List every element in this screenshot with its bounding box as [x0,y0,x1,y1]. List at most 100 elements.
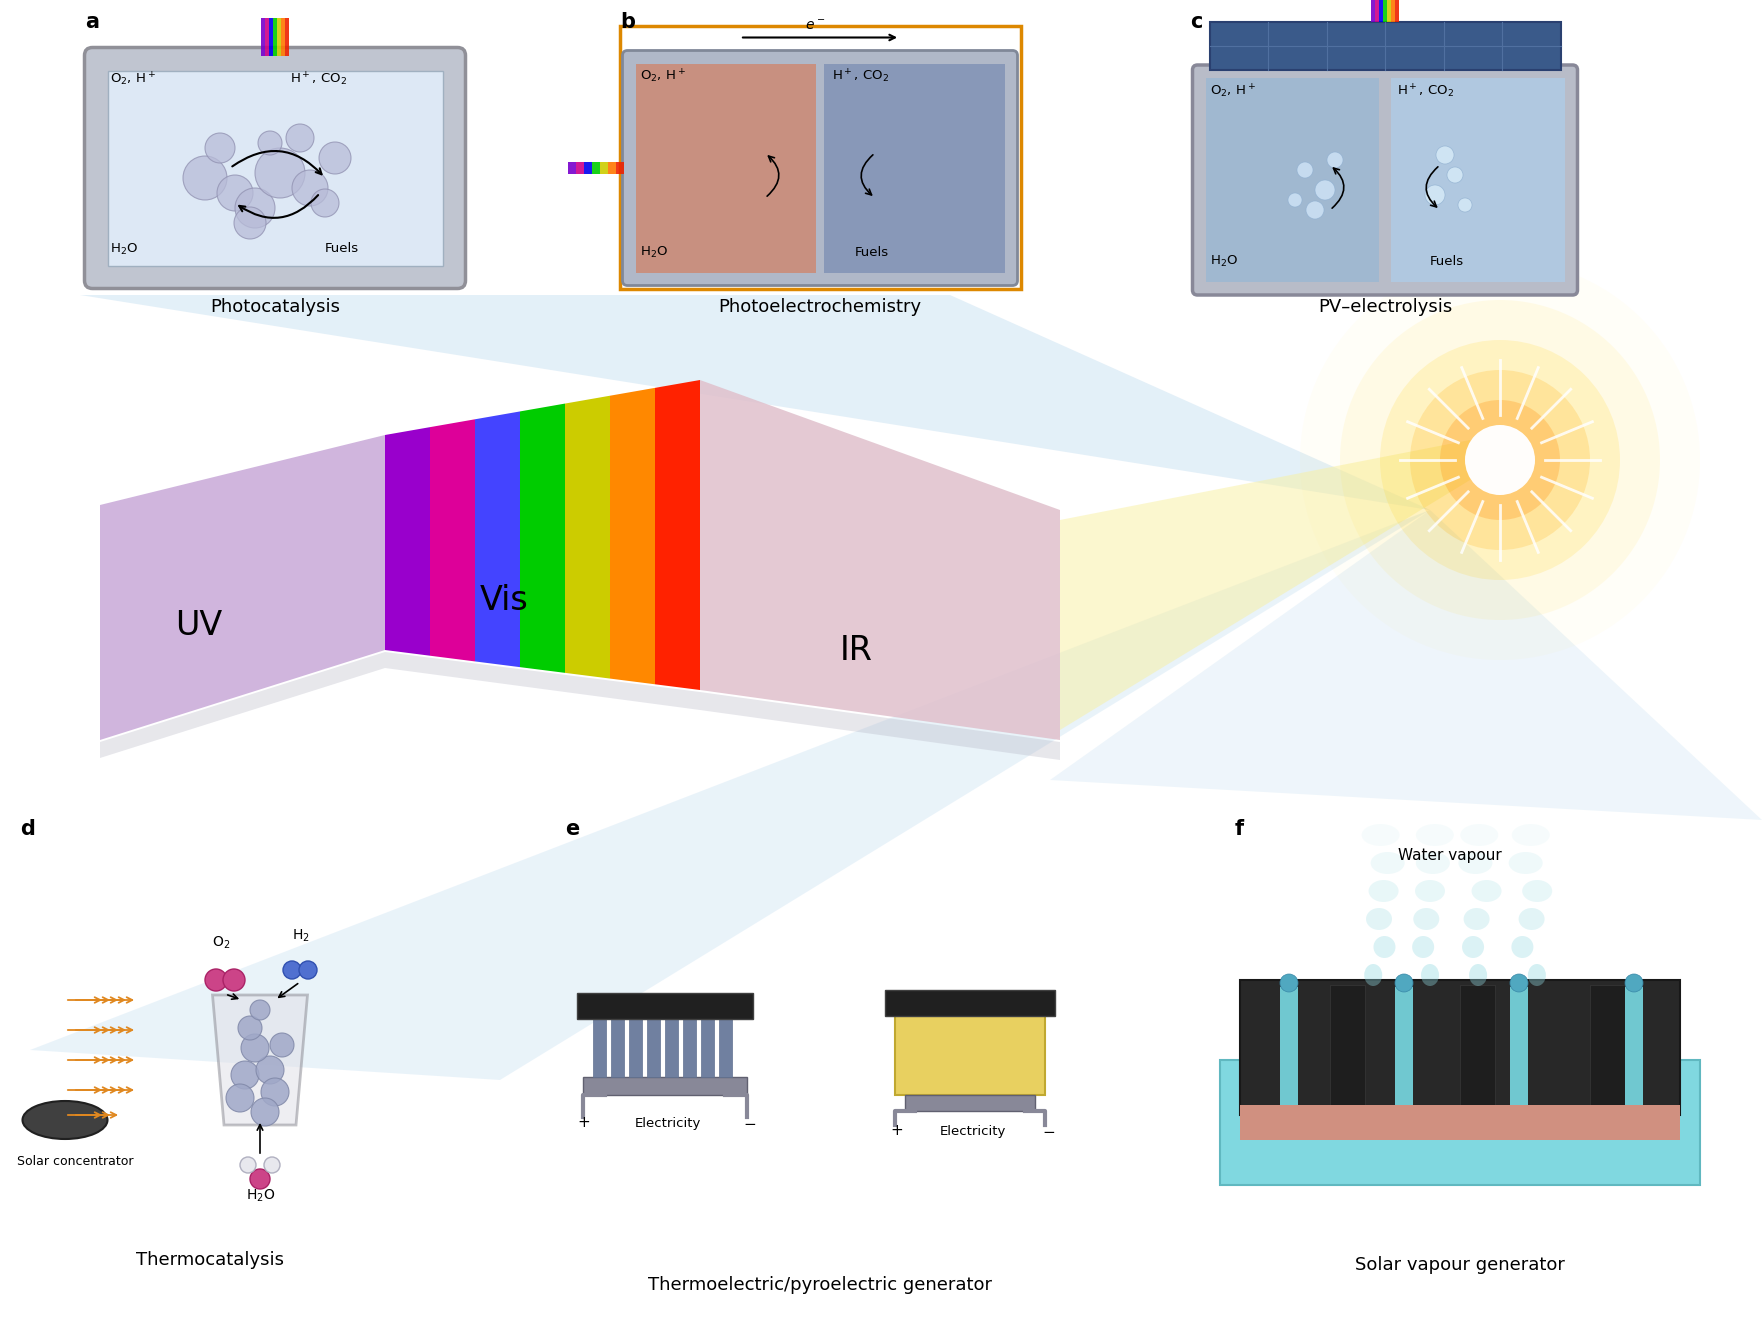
Text: UV: UV [174,609,222,642]
Text: c: c [1189,12,1202,32]
Bar [895,1013,1045,1095]
Ellipse shape [1519,908,1545,929]
Bar [1374,0,1380,22]
Bar [719,1017,731,1077]
Text: Electricity: Electricity [939,1125,1006,1138]
Bar [567,163,576,175]
Circle shape [231,1062,259,1089]
Circle shape [1300,260,1700,660]
Circle shape [1410,370,1589,550]
Circle shape [183,156,227,200]
Text: O$_2$, H$^+$: O$_2$, H$^+$ [640,67,685,85]
Bar [264,17,270,56]
Circle shape [226,1084,254,1112]
Text: H$_2$O: H$_2$O [111,242,139,256]
Text: Thermocatalysis: Thermocatalysis [136,1251,284,1269]
Circle shape [300,961,317,980]
Circle shape [217,175,254,212]
Bar [599,163,608,175]
Ellipse shape [1462,936,1484,958]
Bar [277,17,280,56]
Ellipse shape [23,1101,107,1140]
Text: Thermoelectric/pyroelectric generator: Thermoelectric/pyroelectric generator [648,1276,992,1294]
Text: d: d [19,820,35,839]
Text: Photoelectrochemistry: Photoelectrochemistry [719,297,922,316]
Text: O$_2$, H$^+$: O$_2$, H$^+$ [1209,82,1255,99]
FancyBboxPatch shape [622,50,1017,286]
Bar [270,17,273,56]
Bar [1240,1105,1679,1140]
Text: +: + [576,1114,590,1130]
Text: H$^+$, CO$_2$: H$^+$, CO$_2$ [832,67,890,85]
Ellipse shape [1528,964,1545,986]
Bar [1240,980,1679,1114]
Bar [1625,988,1642,1105]
Circle shape [1396,974,1413,992]
Ellipse shape [1464,908,1489,929]
Polygon shape [100,435,386,740]
Bar [611,1017,624,1077]
Text: H$_2$O: H$_2$O [247,1188,275,1204]
Bar [608,163,615,175]
Bar [273,17,277,56]
Text: Solar vapour generator: Solar vapour generator [1355,1256,1565,1274]
Text: e: e [566,820,580,839]
Circle shape [292,171,328,206]
Circle shape [1625,974,1642,992]
Circle shape [1440,401,1559,520]
Text: O$_2$, H$^+$: O$_2$, H$^+$ [111,70,157,89]
Bar [576,993,752,1019]
Text: f: f [1235,820,1244,839]
Circle shape [1339,300,1660,620]
Bar [1330,985,1366,1110]
Polygon shape [655,379,700,690]
Bar [1390,0,1396,22]
Circle shape [250,1169,270,1188]
Bar [583,163,592,175]
Polygon shape [430,419,476,661]
Text: H$_2$: H$_2$ [292,928,310,944]
Ellipse shape [1417,851,1450,874]
FancyBboxPatch shape [85,48,465,288]
Circle shape [1447,167,1462,182]
Text: +: + [890,1122,902,1138]
Text: Fuels: Fuels [324,242,359,255]
Bar [1279,988,1299,1105]
Circle shape [255,148,305,198]
Ellipse shape [1420,964,1440,986]
Ellipse shape [1411,936,1434,958]
Text: $e^-$: $e^-$ [805,19,825,33]
Circle shape [257,131,282,155]
Circle shape [234,188,275,227]
Text: a: a [85,12,99,32]
Ellipse shape [1512,824,1551,846]
Bar [636,63,816,272]
Circle shape [234,208,266,239]
Ellipse shape [1366,908,1392,929]
Circle shape [1464,424,1535,494]
Bar [1396,0,1399,22]
Bar [701,1017,714,1077]
Polygon shape [30,510,1431,1080]
Bar [1371,0,1374,22]
Circle shape [1457,198,1471,212]
Bar [647,1017,661,1077]
Polygon shape [476,411,520,668]
Ellipse shape [1362,824,1399,846]
Bar [906,1095,1034,1110]
Text: H$^+$, CO$_2$: H$^+$, CO$_2$ [291,70,347,89]
Circle shape [224,969,245,992]
Text: $-$: $-$ [744,1114,756,1130]
Ellipse shape [1415,880,1445,902]
Bar [629,1017,641,1077]
Circle shape [1436,145,1454,164]
Text: H$^+$, CO$_2$: H$^+$, CO$_2$ [1397,82,1454,99]
Polygon shape [610,387,655,685]
Circle shape [1288,193,1302,208]
Text: Solar concentrator: Solar concentrator [18,1155,134,1169]
Bar [1396,988,1413,1105]
Text: H$_2$O: H$_2$O [1209,254,1237,270]
Text: b: b [620,12,634,32]
Bar [664,1017,678,1077]
Bar [1510,988,1528,1105]
